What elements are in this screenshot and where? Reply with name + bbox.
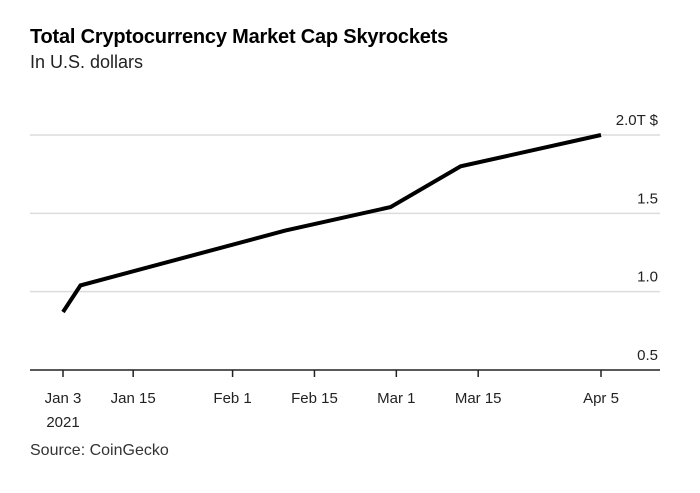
x-tick-label: Apr 5: [583, 390, 619, 407]
gridlines: 0.5 1.0 1.5 2.0T $: [30, 112, 660, 364]
chart-title: Total Cryptocurrency Market Cap Skyrocke…: [30, 26, 449, 48]
y-tick-label: 1.0: [637, 269, 658, 286]
y-tick-label: 1.5: [637, 190, 658, 207]
chart-subtitle: In U.S. dollars: [30, 52, 144, 72]
x-tick-sublabel: 2021: [46, 414, 79, 431]
x-tick-label: Jan 15: [111, 390, 156, 407]
x-tick-label: Feb 1: [213, 390, 251, 407]
y-tick-label: 0.5: [637, 347, 658, 364]
series-line: [61, 133, 602, 314]
x-axis: Jan 3 2021 Jan 15 Feb 1 Feb 15 Mar 1 Mar 15 Apr…: [30, 369, 660, 431]
series: [61, 133, 602, 314]
x-tick-label: Mar 1: [377, 390, 415, 407]
y-tick-label: 2.0T $: [616, 112, 659, 129]
x-tick-label: Jan 3: [45, 390, 82, 407]
x-tick-label: Feb 15: [291, 390, 338, 407]
x-tick-label: Mar 15: [455, 390, 502, 407]
source-note: Source: CoinGecko: [30, 442, 169, 459]
